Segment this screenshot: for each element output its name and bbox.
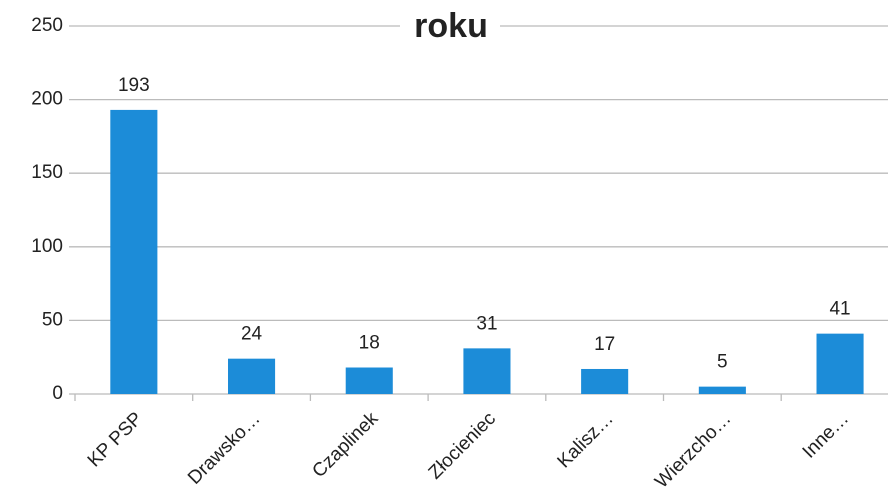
bar (816, 333, 864, 394)
chart-title: roku (414, 7, 488, 45)
value-label: 31 (476, 313, 497, 334)
bar (345, 367, 393, 394)
y-tick-label: 100 (31, 236, 63, 257)
value-label: 17 (594, 334, 615, 355)
bar (110, 109, 158, 395)
value-label: 5 (717, 352, 728, 373)
title-background (400, 6, 500, 48)
y-tick-label: 250 (31, 15, 63, 36)
bar (581, 368, 629, 394)
y-tick-label: 200 (31, 89, 63, 110)
bar (698, 386, 746, 394)
y-tick-label: 50 (42, 309, 63, 330)
value-label: 193 (118, 75, 150, 96)
bar (228, 358, 276, 394)
value-label: 41 (829, 299, 850, 320)
y-tick-label: 0 (52, 383, 63, 404)
bar (463, 348, 511, 394)
y-tick-label: 150 (31, 162, 63, 183)
value-label: 24 (241, 324, 263, 345)
value-label: 18 (359, 333, 380, 354)
